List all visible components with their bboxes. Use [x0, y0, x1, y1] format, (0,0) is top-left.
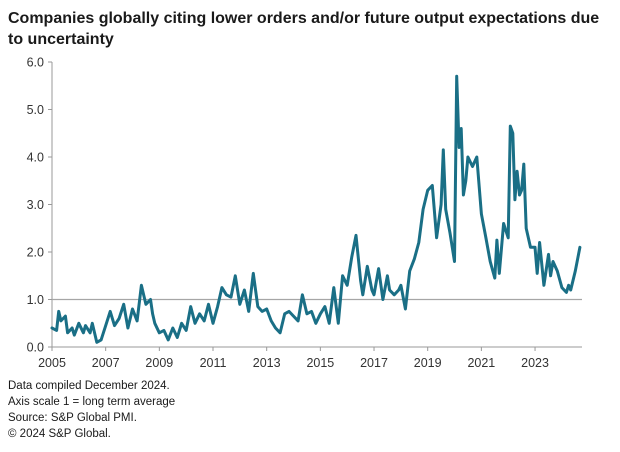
y-tick-label: 2.0 — [27, 246, 44, 260]
footnote-compiled: Data compiled December 2024. — [8, 380, 170, 392]
y-tick-label: 3.0 — [27, 198, 44, 212]
x-tick-label: 2011 — [200, 356, 227, 370]
y-tick-label: 4.0 — [27, 151, 44, 165]
footnote-copyright: © 2024 S&P Global. — [8, 428, 111, 440]
y-tick-label: 5.0 — [27, 103, 44, 117]
footnote-source: Source: S&P Global PMI. — [8, 412, 137, 424]
series-line — [50, 74, 582, 344]
y-tick-label: 0.0 — [27, 341, 44, 355]
footnote-axis-note: Axis scale 1 = long term average — [8, 396, 176, 408]
x-tick-label: 2007 — [92, 356, 120, 370]
x-tick-label: 2005 — [38, 356, 66, 370]
x-tick-label: 2013 — [253, 356, 281, 370]
x-tick-label: 2021 — [467, 356, 495, 370]
y-tick-label: 6.0 — [27, 56, 44, 70]
y-tick-label: 1.0 — [27, 293, 44, 307]
x-tick-label: 2017 — [360, 356, 388, 370]
x-tick-label: 2009 — [145, 356, 173, 370]
x-tick-label: 2015 — [306, 356, 334, 370]
x-tick-label: 2019 — [414, 356, 442, 370]
footnotes: Data compiled December 2024. Axis scale … — [8, 378, 175, 442]
chart-title: Companies globally citing lower orders a… — [8, 10, 600, 48]
x-tick-label: 2023 — [521, 356, 549, 370]
